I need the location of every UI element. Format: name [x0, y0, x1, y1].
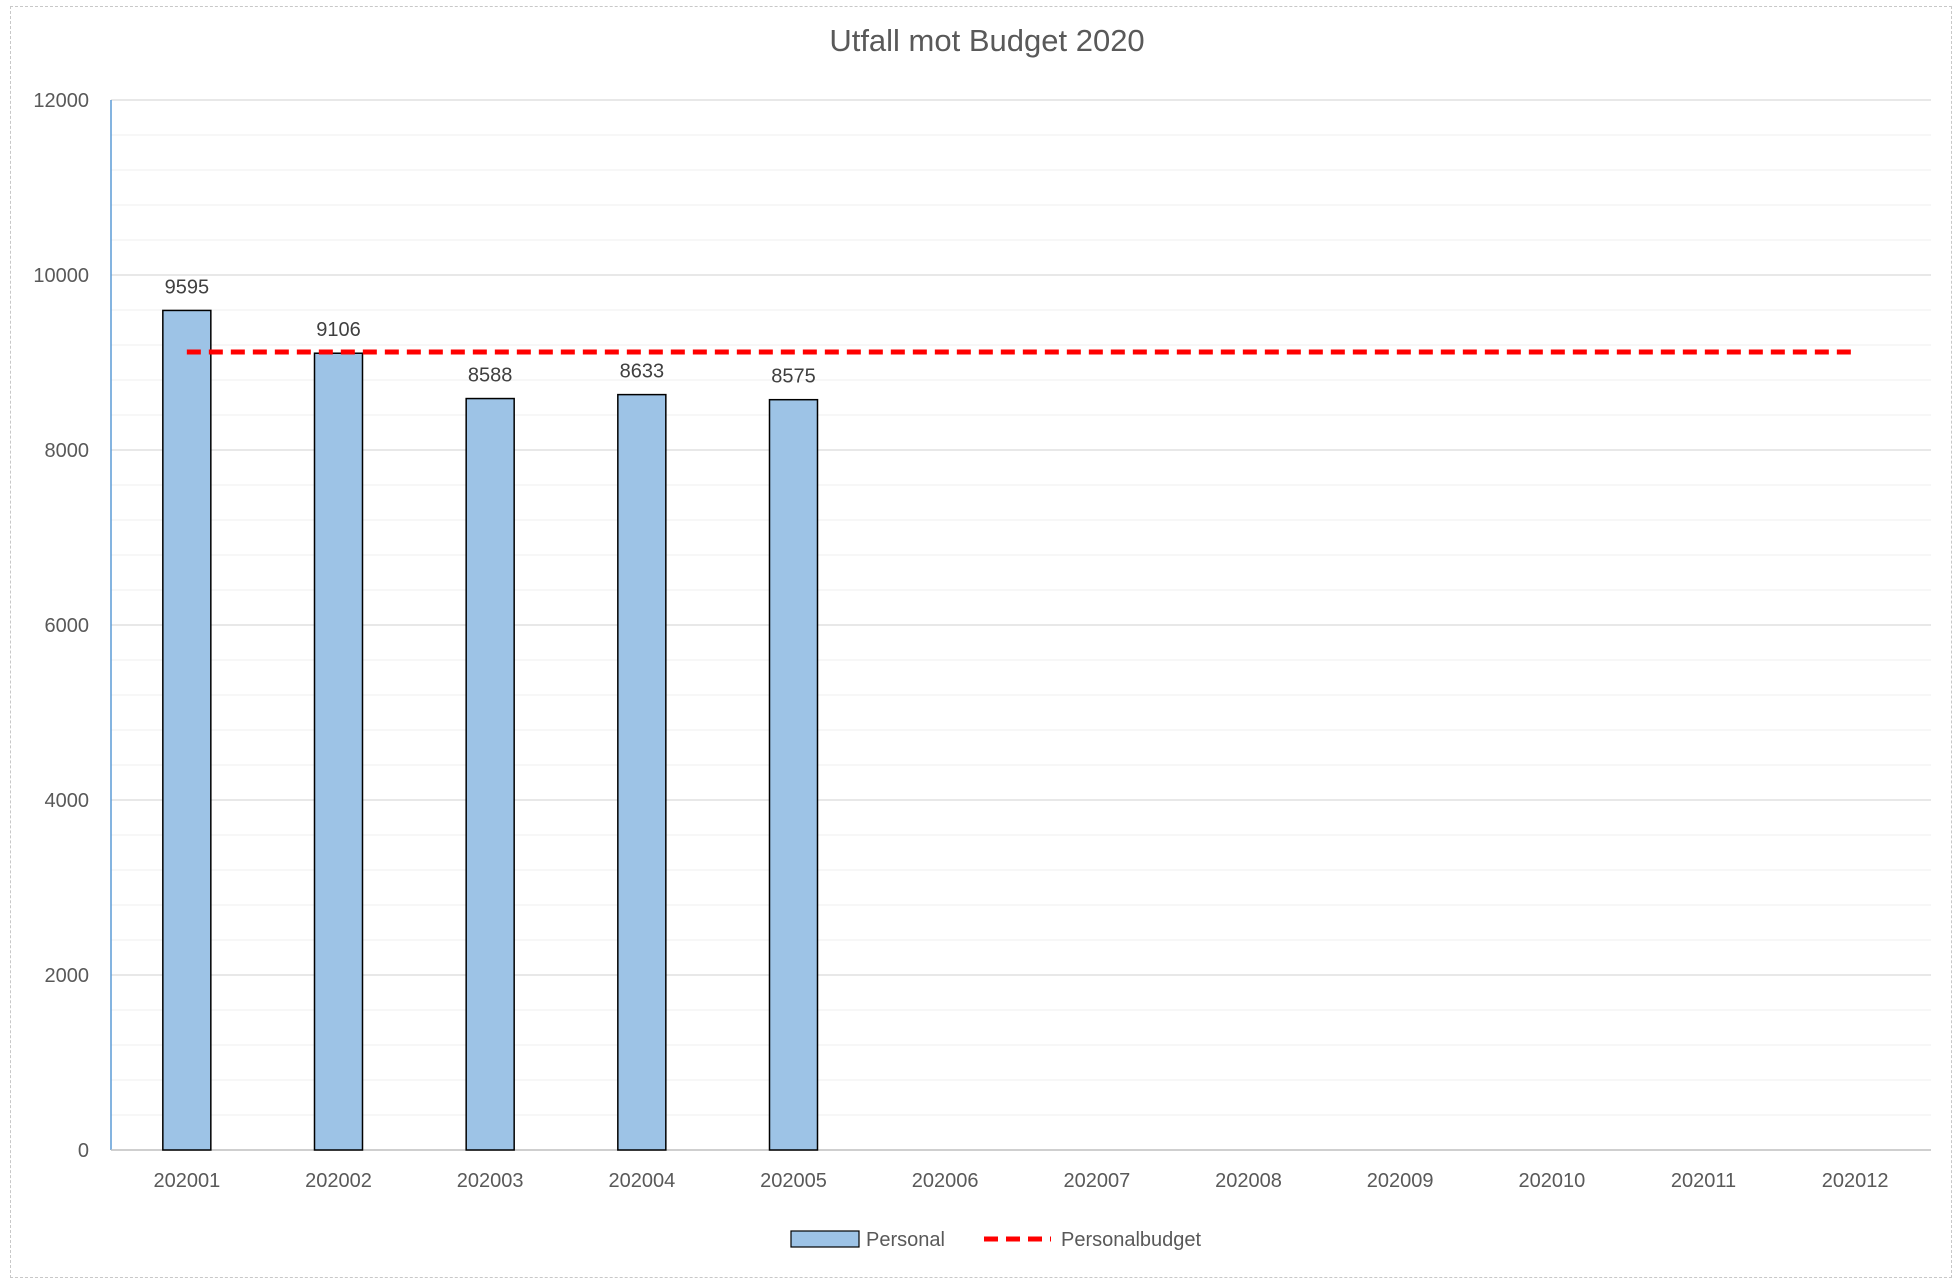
legend: Personal Personalbudget [790, 1229, 1202, 1251]
y-tick-label: 6000 [45, 615, 90, 637]
data-label: 8588 [468, 365, 513, 387]
y-tick-label: 2000 [45, 965, 90, 987]
data-label: 8633 [620, 361, 665, 383]
x-tick-label: 202002 [305, 1170, 372, 1192]
data-labels: 9595 9106 8588 8633 8575 [165, 276, 816, 387]
axes [110, 100, 1931, 1151]
x-tick-label: 202008 [1215, 1170, 1282, 1192]
x-tick-label: 202003 [457, 1170, 524, 1192]
x-tick-label: 202004 [608, 1170, 675, 1192]
x-tick-label: 202001 [153, 1170, 220, 1192]
bar [162, 309, 212, 1151]
data-label: 9106 [316, 319, 361, 341]
bar [465, 397, 515, 1151]
gridlines [111, 99, 1931, 1116]
tick-labels: 0 2000 4000 6000 8000 10000 12000 202001 202002 2… [33, 90, 1888, 1192]
y-tick-label: 8000 [45, 440, 90, 462]
x-tick-label: 202010 [1518, 1170, 1585, 1192]
y-tick-label: 0 [78, 1140, 89, 1162]
y-tick-label: 12000 [33, 90, 89, 112]
x-tick-label: 202012 [1822, 1170, 1889, 1192]
x-tick-label: 202011 [1671, 1170, 1736, 1192]
legend-label-personal: Personal [866, 1229, 945, 1251]
bar [617, 393, 667, 1151]
x-tick-label: 202007 [1063, 1170, 1130, 1192]
chart-frame: Utfall mot Budget 2020 9595 9106 8588 8633 8… [10, 6, 1952, 1278]
legend-label-personalbudget: Personalbudget [1061, 1229, 1202, 1251]
x-tick-label: 202009 [1367, 1170, 1434, 1192]
bar [768, 398, 819, 1151]
data-label: 9595 [165, 276, 210, 298]
bar [313, 352, 364, 1151]
chart-title: Utfall mot Budget 2020 [829, 23, 1144, 58]
y-tick-label: 4000 [45, 790, 90, 812]
chart-canvas: Utfall mot Budget 2020 9595 9106 8588 8633 8… [33, 23, 1931, 1251]
legend-swatch-personal [790, 1230, 860, 1248]
data-label: 8575 [771, 366, 816, 388]
x-tick-label: 202006 [912, 1170, 979, 1192]
y-tick-label: 10000 [33, 265, 89, 287]
bar-series [162, 309, 819, 1151]
x-tick-label: 202005 [760, 1170, 827, 1192]
